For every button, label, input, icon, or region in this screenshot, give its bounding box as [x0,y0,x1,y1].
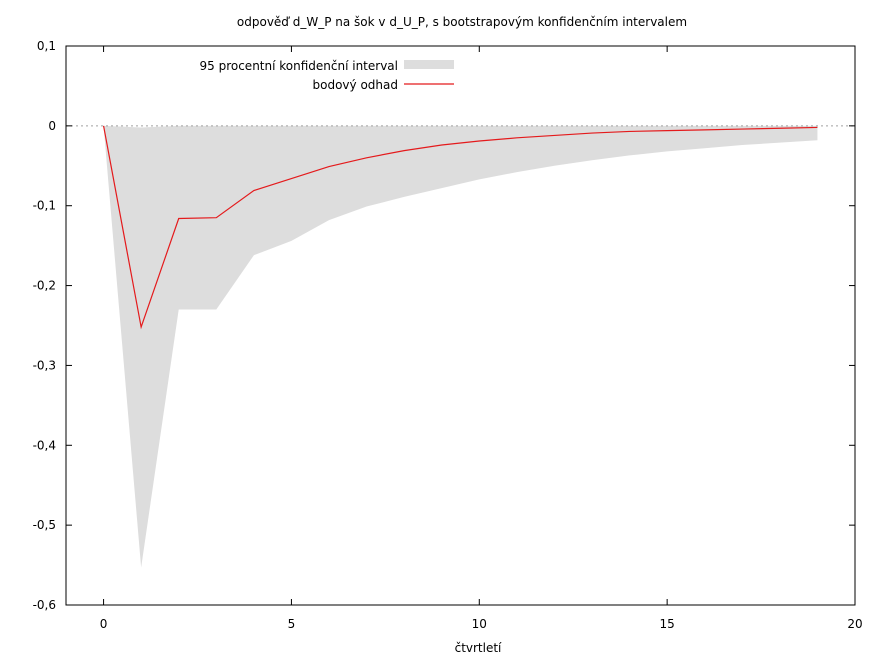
chart-title: odpověď d_W_P na šok v d_U_P, s bootstra… [237,15,687,29]
y-tick-label: -0,6 [33,598,56,612]
confidence-band-layer [103,125,818,568]
y-tick-label: 0,1 [37,39,56,53]
x-tick-label: 0 [100,617,108,631]
legend: 95 procentní konfidenční interval bodový… [200,59,454,92]
y-tick-label: -0,5 [33,518,56,532]
x-axis-label: čtvrtletí [455,641,502,655]
legend-band-swatch [404,60,454,69]
axis-ticks: 0,1 0 -0,1 -0,2 -0,3 -0,4 -0,5 -0,6 0 5 10 15 20 [33,39,863,631]
y-tick-label: -0,2 [33,279,56,293]
y-tick-label: 0 [48,119,56,133]
legend-band-label: 95 procentní konfidenční interval [200,59,399,73]
point-estimate-line [102,125,818,330]
x-tick-label: 10 [472,617,487,631]
confidence-band [103,125,818,568]
y-tick-label: -0,3 [33,358,56,372]
x-tick-label: 5 [288,617,296,631]
plot-frame [65,45,856,606]
x-tick-label: 20 [847,617,862,631]
y-tick-label: -0,1 [33,199,56,213]
y-tick-label: -0,4 [33,438,56,452]
legend-line-label: bodový odhad [313,78,398,92]
series-line-layer [102,125,818,330]
x-tick-label: 15 [660,617,675,631]
